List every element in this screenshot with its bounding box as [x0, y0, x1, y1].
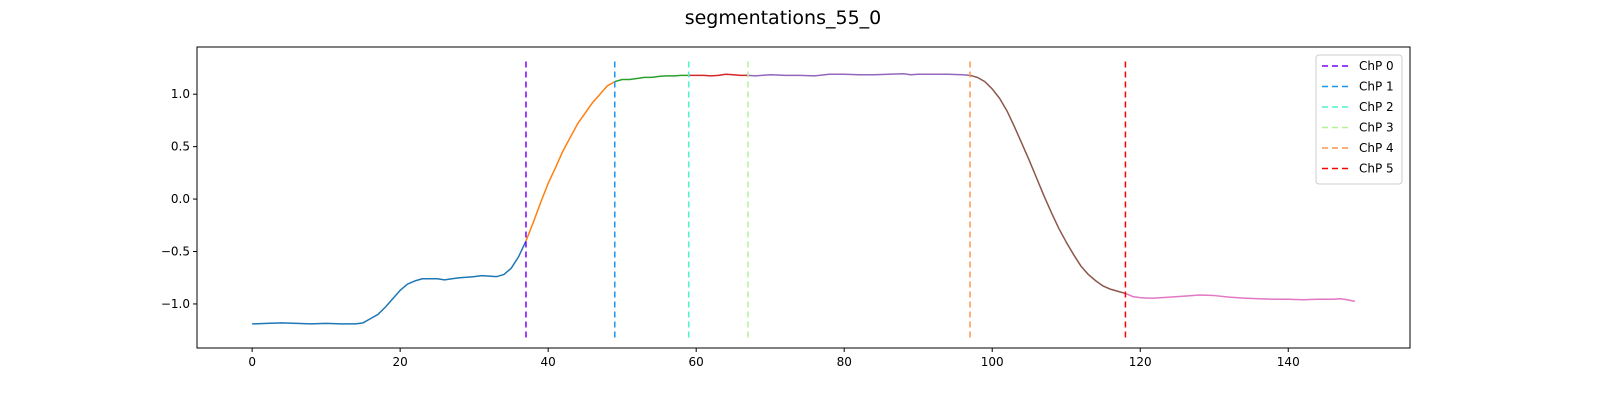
y-tick-label: 0.5	[171, 140, 190, 154]
legend-label: ChP 5	[1359, 162, 1394, 176]
legend: ChP 0 ChP 1 ChP 2 ChP 3 ChP 4 ChP 5	[1315, 54, 1403, 185]
plot-area	[252, 60, 1356, 338]
legend-label: ChP 1	[1359, 80, 1394, 94]
series-segment-3	[688, 73, 748, 77]
x-tick-label: 20	[393, 355, 408, 369]
x-tick-label: 120	[1129, 355, 1152, 369]
y-tick-label: −1.0	[161, 297, 190, 311]
x-axis: 0 20 40 60 80 100 120 140	[248, 348, 1300, 369]
y-tick-label: −0.5	[161, 245, 190, 259]
series-segment-2	[614, 74, 689, 83]
x-tick-label: 60	[689, 355, 704, 369]
y-tick-label: 0.0	[171, 192, 190, 206]
chart-title: segmentations_55_0	[685, 7, 882, 29]
x-tick-label: 80	[837, 355, 852, 369]
legend-label: ChP 4	[1359, 141, 1394, 155]
y-tick-label: 1.0	[171, 87, 190, 101]
series-segment-4	[747, 72, 971, 77]
series-segment-0	[252, 240, 527, 325]
series-segment-5	[969, 74, 1126, 295]
x-tick-label: 40	[541, 355, 556, 369]
legend-label: ChP 2	[1359, 100, 1394, 114]
series-segment-1	[525, 80, 616, 242]
legend-label: ChP 0	[1359, 59, 1394, 73]
axes-frame	[196, 46, 1411, 349]
x-tick-label: 140	[1277, 355, 1300, 369]
series-segment-6	[1125, 292, 1356, 303]
x-tick-label: 100	[981, 355, 1004, 369]
legend-label: ChP 3	[1359, 121, 1394, 135]
y-axis: −1.0 −0.5 0.0 0.5 1.0	[161, 87, 197, 311]
x-tick-label: 0	[248, 355, 256, 369]
